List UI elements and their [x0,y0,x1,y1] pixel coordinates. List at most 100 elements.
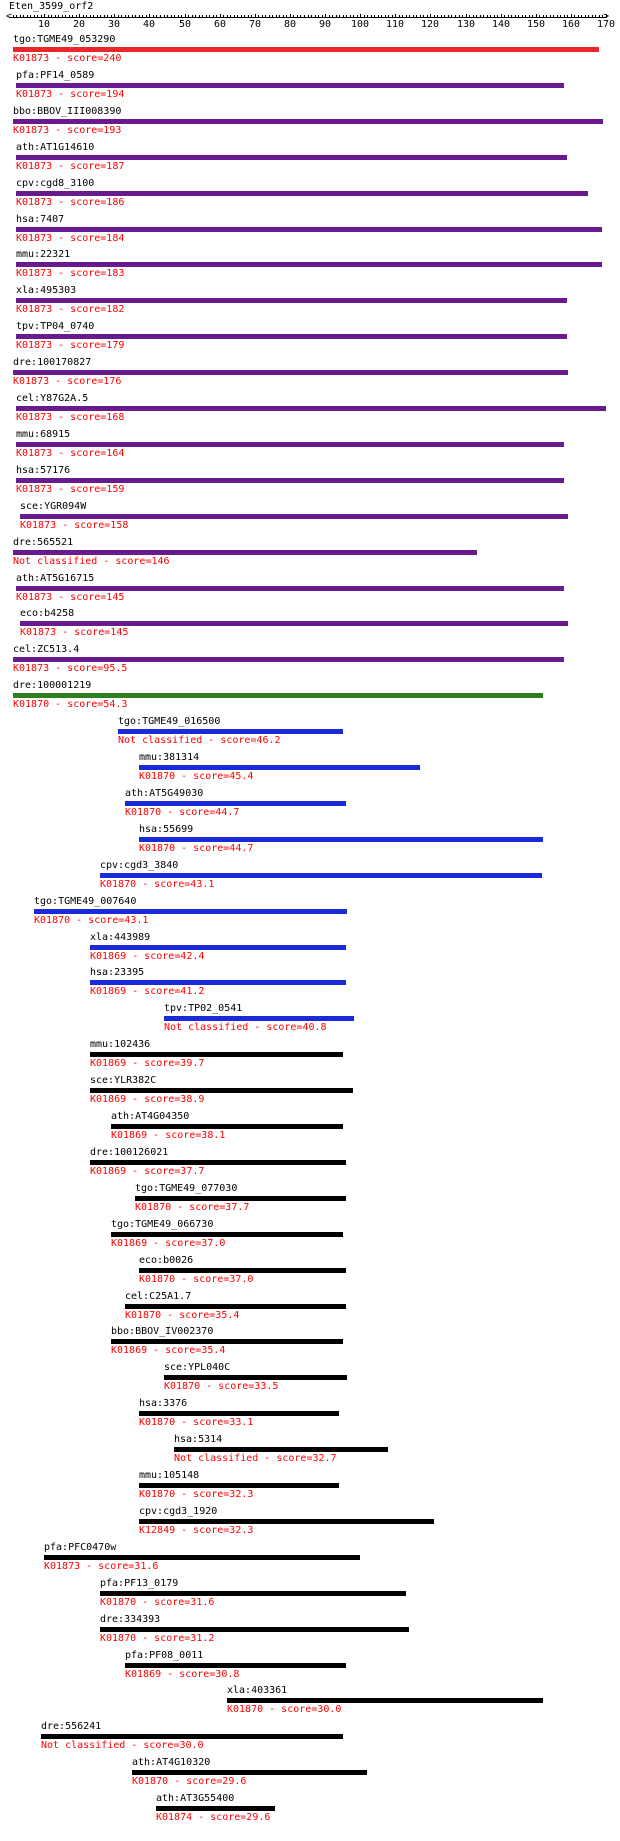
hit-alignment-bar[interactable] [13,118,603,124]
hit-alignment-bar[interactable] [139,1518,434,1524]
hit-alignment-bar[interactable] [13,370,568,376]
hit-alignment-bar[interactable] [227,1698,543,1704]
hit-gene-link[interactable]: pfa:PF08_0011 [125,1649,204,1661]
hit-alignment-bar[interactable] [111,1339,343,1345]
hit-ko-score-link[interactable]: K01873 - score=95.5 [13,663,128,675]
hit-ko-score-link[interactable]: Not classified - score=46.2 [118,735,281,747]
hit-ko-score-link[interactable]: K01870 - score=43.1 [34,914,149,926]
hit-alignment-bar[interactable] [13,549,477,555]
hit-ko-score-link[interactable]: Not classified - score=40.8 [164,1022,327,1034]
hit-alignment-bar[interactable] [16,226,602,232]
hit-ko-score-link[interactable]: K01869 - score=38.1 [111,1130,226,1141]
hit-ko-score-link[interactable]: K01870 - score=31.2 [100,1632,215,1644]
hit-gene-link[interactable]: mmu:68915 [16,428,71,440]
hit-ko-score-link[interactable]: K01869 - score=42.4 [90,950,205,962]
hit-ko-score-link[interactable]: K01869 - score=37.0 [111,1237,226,1249]
hit-gene-link[interactable]: pfa:PFC0470w [44,1541,117,1553]
hit-ko-score-link[interactable]: K01873 - score=168 [16,412,125,423]
hit-gene-link[interactable]: pfa:PF13_0179 [100,1577,179,1589]
hit-ko-score-link[interactable]: K01873 - score=145 [20,627,129,639]
hit-gene-link[interactable]: sce:YLR382C [90,1075,157,1087]
hit-ko-score-link[interactable]: K01873 - score=176 [13,376,122,388]
hit-gene-link[interactable]: tgo:TGME49_066730 [111,1218,214,1230]
hit-gene-link[interactable]: hsa:3376 [139,1398,188,1410]
hit-ko-score-link[interactable]: K01873 - score=193 [13,124,122,136]
hit-alignment-bar[interactable] [125,800,346,806]
hit-alignment-bar[interactable] [132,1770,367,1776]
hit-ko-score-link[interactable]: K01869 - score=41.2 [90,986,205,998]
hit-alignment-bar[interactable] [90,1052,343,1058]
hit-alignment-bar[interactable] [90,1159,346,1165]
hit-alignment-bar[interactable] [174,1447,388,1453]
hit-alignment-bar[interactable] [118,729,343,735]
hit-gene-link[interactable]: tgo:TGME49_007640 [34,895,137,907]
hit-alignment-bar[interactable] [13,47,599,52]
hit-ko-score-link[interactable]: K01869 - score=37.7 [90,1165,205,1177]
hit-ko-score-link[interactable]: K12849 - score=32.3 [139,1524,254,1536]
hit-alignment-bar[interactable] [20,513,568,519]
hit-gene-link[interactable]: tgo:TGME49_077030 [135,1182,238,1194]
hit-ko-score-link[interactable]: K01873 - score=159 [16,483,125,495]
hit-ko-score-link[interactable]: K01870 - score=37.0 [139,1273,254,1285]
hit-alignment-bar[interactable] [139,1267,346,1273]
hit-alignment-bar[interactable] [16,406,606,411]
hit-gene-link[interactable]: eco:b4258 [20,608,75,620]
hit-alignment-bar[interactable] [125,1303,346,1309]
hit-ko-score-link[interactable]: K01869 - score=30.8 [125,1668,240,1680]
hit-gene-link[interactable]: dre:100126021 [90,1146,169,1158]
hit-alignment-bar[interactable] [111,1231,343,1237]
hit-ko-score-link[interactable]: K01869 - score=39.7 [90,1058,205,1070]
hit-gene-link[interactable]: cpv:cgd8_3100 [16,177,95,189]
hit-ko-score-link[interactable]: K01873 - score=240 [13,53,122,64]
hit-gene-link[interactable]: ath:AT4G04350 [111,1111,190,1122]
hit-gene-link[interactable]: dre:100170827 [13,357,92,369]
hit-gene-link[interactable]: sce:YPL040C [164,1362,231,1374]
hit-ko-score-link[interactable]: K01873 - score=158 [20,519,129,531]
hit-alignment-bar[interactable] [41,1734,343,1740]
hit-alignment-bar[interactable] [20,621,568,627]
hit-gene-link[interactable]: cpv:cgd3_1920 [139,1505,218,1517]
hit-gene-link[interactable]: ath:AT5G16715 [16,572,95,584]
hit-gene-link[interactable]: cel:ZC513.4 [13,644,80,656]
hit-alignment-bar[interactable] [16,298,567,304]
hit-gene-link[interactable]: ath:AT4G10320 [132,1757,211,1769]
hit-gene-link[interactable]: mmu:105148 [139,1470,200,1481]
hit-gene-link[interactable]: dre:100001219 [13,680,92,692]
hit-alignment-bar[interactable] [16,262,602,268]
hit-gene-link[interactable]: dre:334393 [100,1613,161,1625]
hit-ko-score-link[interactable]: Not classified - score=30.0 [41,1740,204,1752]
hit-gene-link[interactable]: hsa:23395 [90,967,145,979]
hit-gene-link[interactable]: tpv:TP04_0740 [16,321,95,333]
hit-ko-score-link[interactable]: K01874 - score=29.6 [156,1812,271,1824]
hit-alignment-bar[interactable] [164,1375,347,1381]
hit-alignment-bar[interactable] [90,944,346,950]
hit-ko-score-link[interactable]: Not classified - score=32.7 [174,1453,337,1465]
hit-alignment-bar[interactable] [139,1483,339,1488]
hit-gene-link[interactable]: sce:YGR094W [20,500,87,512]
hit-alignment-bar[interactable] [13,657,564,663]
hit-ko-score-link[interactable]: K01870 - score=44.7 [139,842,254,854]
hit-alignment-bar[interactable] [156,1806,275,1812]
hit-ko-score-link[interactable]: K01869 - score=38.9 [90,1094,205,1106]
hit-ko-score-link[interactable]: K01869 - score=35.4 [111,1345,226,1357]
hit-alignment-bar[interactable] [100,1626,409,1632]
hit-alignment-bar[interactable] [44,1554,360,1560]
hit-alignment-bar[interactable] [90,1088,353,1094]
hit-alignment-bar[interactable] [164,1016,354,1022]
hit-ko-score-link[interactable]: K01870 - score=33.5 [164,1381,279,1393]
hit-ko-score-link[interactable]: K01870 - score=54.3 [13,699,128,711]
hit-gene-link[interactable]: cel:C25A1.7 [125,1290,192,1302]
hit-alignment-bar[interactable] [111,1124,343,1129]
hit-ko-score-link[interactable]: K01870 - score=30.0 [227,1704,342,1716]
hit-alignment-bar[interactable] [135,1195,346,1201]
hit-alignment-bar[interactable] [16,585,564,591]
hit-gene-link[interactable]: dre:556241 [41,1721,102,1733]
hit-gene-link[interactable]: mmu:102436 [90,1039,151,1051]
hit-alignment-bar[interactable] [16,477,564,483]
hit-alignment-bar[interactable] [16,334,567,340]
hit-gene-link[interactable]: ath:AT3G55400 [156,1793,235,1805]
hit-alignment-bar[interactable] [90,980,346,986]
hit-ko-score-link[interactable]: K01870 - score=31.6 [100,1596,215,1608]
hit-ko-score-link[interactable]: K01873 - score=186 [16,196,125,208]
hit-gene-link[interactable]: bbo:BBOV_III008390 [13,105,122,117]
